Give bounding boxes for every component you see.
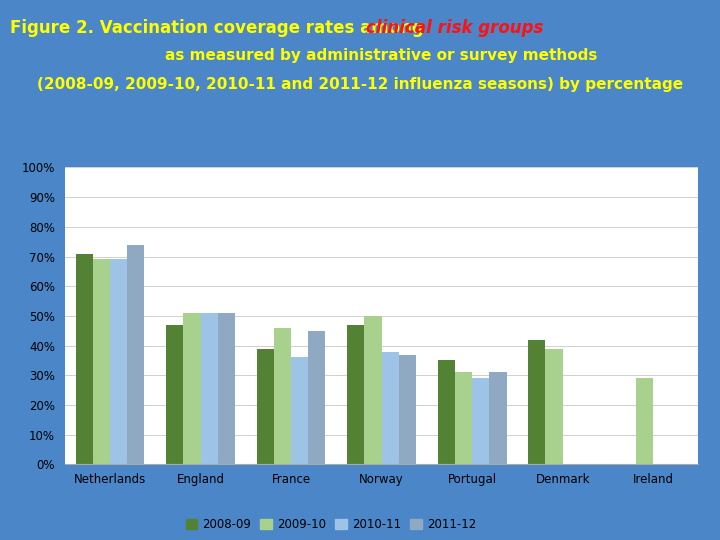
Legend: 2008-09, 2009-10, 2010-11, 2011-12: 2008-09, 2009-10, 2010-11, 2011-12 [181,514,481,536]
Bar [274,328,291,464]
Bar [76,253,93,464]
Bar [308,330,325,464]
Bar [291,357,308,464]
Bar [364,316,382,464]
Bar [546,349,562,464]
Bar [528,340,546,464]
Text: Figure 2. Vaccination coverage rates among: Figure 2. Vaccination coverage rates amo… [10,19,430,37]
Text: as measured by administrative or survey methods: as measured by administrative or survey … [123,48,597,63]
Bar [166,325,184,464]
Text: clinical risk groups: clinical risk groups [366,19,544,37]
Bar [257,349,274,464]
Bar [490,373,506,464]
Bar [127,245,145,464]
Bar [184,313,201,464]
Bar [399,354,416,464]
Text: (2008-09, 2009-10, 2010-11 and 2011-12 influenza seasons) by percentage: (2008-09, 2009-10, 2010-11 and 2011-12 i… [37,77,683,92]
Bar [438,361,455,464]
Bar [201,313,217,464]
Bar [455,373,472,464]
Bar [110,259,127,464]
Bar [382,352,399,464]
Bar [347,325,364,464]
Bar [217,313,235,464]
Bar [472,378,490,464]
Bar [636,378,653,464]
Bar [93,259,110,464]
